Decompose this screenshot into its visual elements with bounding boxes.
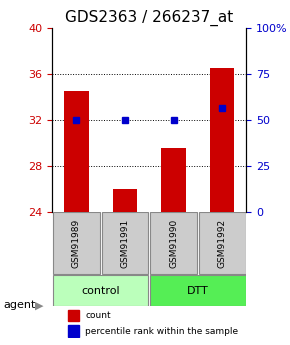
Bar [113,189,137,211]
Bar [68,310,79,321]
Bar [64,91,89,211]
Text: control: control [81,286,120,296]
Bar [210,68,234,211]
Text: GSM91989: GSM91989 [72,219,81,268]
Text: percentile rank within the sample: percentile rank within the sample [85,327,238,336]
Text: count: count [85,311,111,320]
FancyBboxPatch shape [199,212,246,274]
Text: GSM91991: GSM91991 [121,219,130,268]
Bar [68,325,79,336]
Title: GDS2363 / 266237_at: GDS2363 / 266237_at [65,10,233,26]
FancyBboxPatch shape [53,212,100,274]
FancyBboxPatch shape [150,275,246,306]
Text: GSM91992: GSM91992 [218,219,227,268]
Text: agent: agent [3,300,35,310]
Text: GSM91990: GSM91990 [169,219,178,268]
Bar [162,148,186,211]
Text: DTT: DTT [187,286,209,296]
FancyBboxPatch shape [102,212,148,274]
FancyBboxPatch shape [53,275,148,306]
Text: ▶: ▶ [35,300,43,310]
FancyBboxPatch shape [150,212,197,274]
